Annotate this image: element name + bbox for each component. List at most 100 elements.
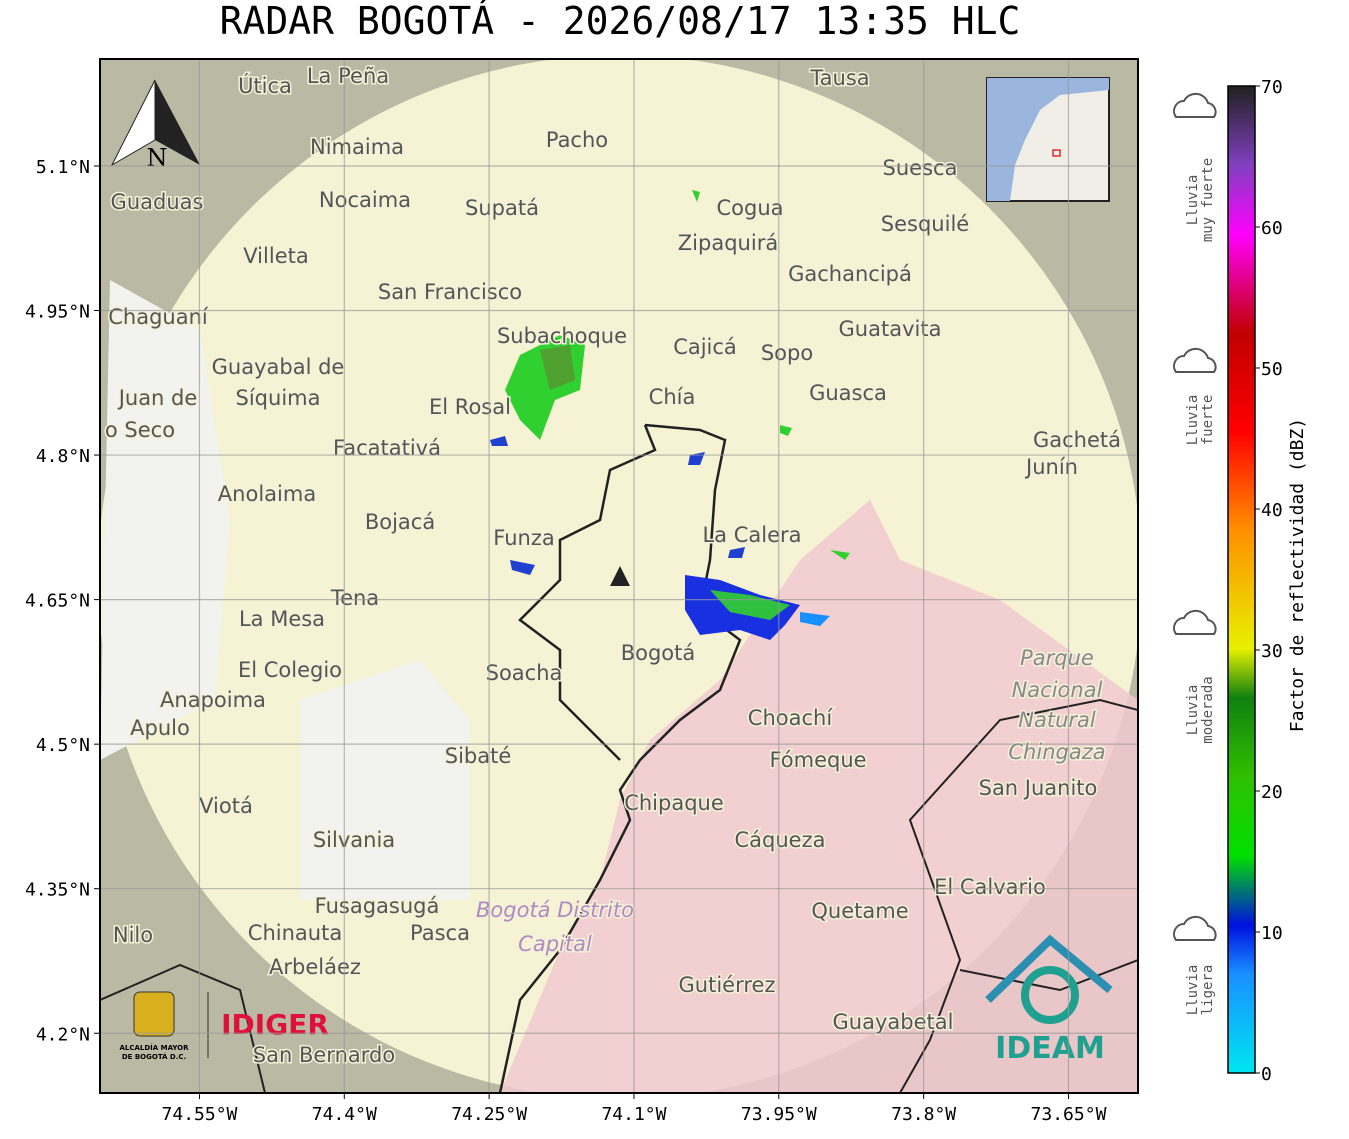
place-label: La Mesa <box>239 607 325 631</box>
rain-label: fuerte <box>1200 395 1216 446</box>
place-label: Gutiérrez <box>679 973 776 997</box>
x-tick-label: 73.8°W <box>891 1104 956 1125</box>
place-label: El Calvario <box>934 875 1046 899</box>
place-label: Guayabal de <box>212 355 345 379</box>
rain-label: Lluvia <box>1185 685 1201 736</box>
place-label: Guatavita <box>839 317 942 341</box>
place-label: Villeta <box>243 244 308 268</box>
place-label: Chinauta <box>248 921 342 945</box>
rain-label: ligera <box>1200 965 1216 1016</box>
rain-label: moderada <box>1200 676 1216 743</box>
place-label: Guasca <box>809 381 887 405</box>
y-tick-label: 4.8°N <box>36 446 90 467</box>
bogota-boundary <box>498 423 742 1093</box>
colorbar-tick-label: 10 <box>1261 923 1283 944</box>
y-tick-label: 5.1°N <box>36 157 90 178</box>
place-label: San Juanito <box>979 776 1098 800</box>
colorbar <box>1227 85 1256 1074</box>
place-label: Útica <box>238 73 292 98</box>
y-tick-label: 4.5°N <box>36 735 90 756</box>
place-label: El Rosal <box>429 395 511 419</box>
colorbar-tick-label: 50 <box>1261 359 1283 380</box>
logo-alcaldia: ALCALDÍA MAYOR DE BOGOTÁ D.C. IDIGER <box>119 991 329 1061</box>
place-label: Juan de <box>117 386 198 410</box>
colorbar-tick-label: 40 <box>1261 500 1283 521</box>
rain-label: Lluvia <box>1185 175 1201 226</box>
rain-icon <box>1173 92 1217 118</box>
north-label: N <box>147 144 168 172</box>
x-tick-label: 74.55°W <box>162 1104 238 1125</box>
place-label: Gachetá <box>1033 428 1121 452</box>
radar-echoes <box>490 190 850 640</box>
place-label: Suesca <box>883 156 958 180</box>
place-label: Cajicá <box>673 335 737 359</box>
place-label: Nocaima <box>319 188 411 212</box>
place-label: Funza <box>493 526 554 550</box>
place-label: Capital <box>518 932 592 956</box>
rain-icon <box>1173 609 1217 635</box>
x-tick-label: 73.95°W <box>741 1104 817 1125</box>
place-label: Sibaté <box>445 744 512 768</box>
y-tick-label: 4.95°N <box>25 302 90 323</box>
place-label: Cáqueza <box>735 828 826 852</box>
rain-icon <box>1173 347 1217 373</box>
place-label: San Francisco <box>378 280 522 304</box>
place-label: Soacha <box>486 661 563 685</box>
place-label: Guaduas <box>111 190 204 214</box>
y-tick-label: 4.35°N <box>25 880 90 901</box>
place-label: Arbeláez <box>269 955 361 979</box>
place-label: o Seco <box>105 418 175 442</box>
place-label: Parque <box>1020 646 1094 670</box>
lowland <box>100 280 470 900</box>
rain-label: Lluvia <box>1185 965 1201 1016</box>
place-label: Sopo <box>761 341 813 365</box>
place-label: Síquima <box>236 386 321 410</box>
place-label: Anolaima <box>218 482 316 506</box>
x-tick-label: 74.4°W <box>312 1104 377 1125</box>
colorbar-label: Factor de reflectividad (dBZ) <box>1287 418 1308 732</box>
colorbar-tick-label: 60 <box>1261 218 1283 239</box>
map-frame <box>99 58 1139 1094</box>
meta-region <box>500 500 1138 1093</box>
y-tick-label: 4.2°N <box>36 1024 90 1045</box>
place-label: Sesquilé <box>881 212 969 236</box>
place-label: Choachí <box>748 706 834 730</box>
y-tick-label: 4.65°N <box>25 591 90 612</box>
place-label: Fómeque <box>769 748 866 772</box>
title: RADAR BOGOTÁ - 2026/08/17 13:35 HLC <box>220 0 1021 43</box>
map: La Peña Útica Tausa Pacho Nimaima Guaduas Noca… <box>100 59 1138 1093</box>
place-label: La Peña <box>307 64 389 88</box>
boundaries <box>100 698 1138 1093</box>
place-label: Anapoima <box>160 688 266 712</box>
place-label: Gachancipá <box>788 262 912 286</box>
place-label: Silvania <box>313 828 395 852</box>
logo-ideam-text: IDEAM <box>995 1031 1105 1066</box>
place-label: El Colegio <box>238 658 342 682</box>
place-label: Tausa <box>809 66 869 90</box>
inset-map <box>986 77 1110 202</box>
place-label: La Calera <box>702 523 801 547</box>
place-label: Facatativá <box>333 436 441 460</box>
place-label: Nimaima <box>310 135 404 159</box>
place-label: Chía <box>649 385 696 409</box>
place-label: Bogotá Distrito <box>476 898 634 922</box>
place-label: Subachoque <box>497 324 627 348</box>
place-label: Pasca <box>410 921 470 945</box>
place-label: Natural <box>1018 708 1096 732</box>
north-arrow: N <box>110 79 200 172</box>
logo-text: ALCALDÍA MAYOR <box>119 1043 189 1052</box>
place-label: Guayabetal <box>833 1010 954 1034</box>
colorbar-tick-label: 20 <box>1261 782 1283 803</box>
place-label: Bogotá <box>621 641 696 665</box>
x-tick-label: 74.1°W <box>601 1104 666 1125</box>
x-tick-label: 73.65°W <box>1031 1104 1107 1125</box>
colorbar-tick-label: 0 <box>1261 1064 1272 1085</box>
place-label: Fusagasugá <box>315 894 440 918</box>
radar-site <box>610 566 630 586</box>
place-label: Chipaque <box>624 791 724 815</box>
place-label: Tena <box>330 586 379 610</box>
place-label: Apulo <box>130 716 190 740</box>
x-tick-label: 74.25°W <box>451 1104 527 1125</box>
place-label: Junín <box>1024 455 1078 479</box>
